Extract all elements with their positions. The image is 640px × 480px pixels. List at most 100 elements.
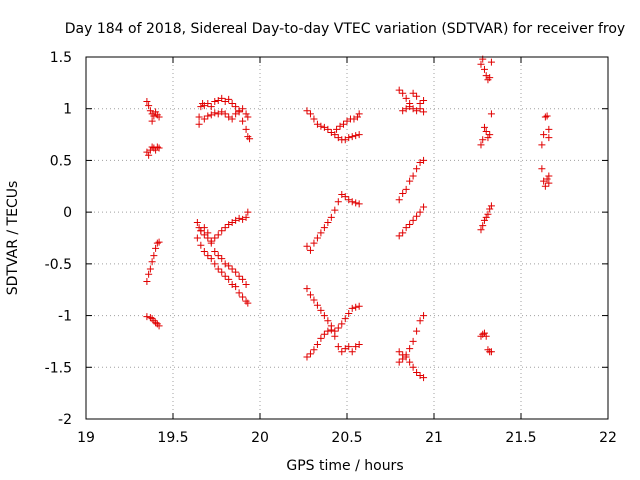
data-point [313,301,321,309]
data-point [420,108,428,116]
data-point [197,241,205,249]
data-point [395,196,403,204]
data-point [306,291,314,299]
data-point [214,265,222,273]
data-point [228,100,236,108]
data-point [235,108,243,116]
data-point [320,312,328,320]
data-point [541,113,549,121]
data-point [211,260,219,268]
data-point [207,255,215,263]
data-point [150,112,158,120]
data-point [402,353,410,361]
data-point [416,317,424,325]
data-point [310,239,318,247]
data-point [317,334,325,342]
data-point [331,131,339,139]
series-arc-21.6-top [538,112,553,149]
data-point [406,221,414,229]
data-point [340,120,348,128]
data-point [334,324,342,332]
data-point [477,60,485,68]
series-arc-19.8-mid2 [193,234,252,307]
data-point [324,218,332,226]
data-point [399,89,407,97]
series-arc-20.9-low [395,312,428,366]
y-tick-label: -1 [58,309,72,325]
data-point [395,86,403,94]
data-point [204,100,212,108]
data-point [228,265,236,273]
data-point [406,177,414,185]
data-point [333,125,341,133]
data-point [146,107,154,115]
data-point [193,234,201,242]
data-point [406,345,414,353]
data-point [545,125,553,133]
data-point [402,94,410,102]
data-point [487,58,495,66]
data-point [413,92,421,100]
data-point [355,302,363,310]
data-point [480,65,488,73]
data-point [324,125,332,133]
series-arc-19.8-mid3 [197,224,250,289]
data-point [221,224,229,232]
series-arc-19.4-a [143,97,163,125]
data-point [355,341,363,349]
data-point [235,214,243,222]
data-point [239,117,247,125]
data-point [420,203,428,211]
data-point [334,198,342,206]
data-point [355,131,363,139]
data-point [409,89,417,97]
data-point [303,242,311,250]
data-point [409,216,417,224]
data-point [204,229,212,237]
data-point [306,110,314,118]
grid-layer [86,57,608,419]
data-point [345,343,353,351]
data-point [420,156,428,164]
data-point [402,185,410,193]
data-point [331,332,339,340]
data-point [545,179,553,187]
data-point [232,268,240,276]
data-point [480,216,488,224]
data-point [306,246,314,254]
tick-layer: 19 19.5 20 20.5 21 21.5 22 -2 -1.5 -1 -0.5 0 0.5 1 1.5 [45,50,617,446]
data-point [479,222,487,230]
series-arc-21.3-low [477,329,495,356]
data-point [197,103,205,111]
data-point [197,227,205,235]
data-point [313,341,321,349]
data-point [211,97,219,105]
x-tick-label: 20.5 [331,430,362,446]
data-point [242,110,250,118]
data-point [341,315,349,323]
data-point [487,110,495,118]
data-point [338,348,346,356]
data-point [218,227,226,235]
data-point [338,320,346,328]
series-arc-21.6-mid [538,165,553,190]
data-point [310,115,318,123]
data-point [348,348,356,356]
data-point [225,262,233,270]
x-tick-label: 21.5 [505,430,536,446]
y-tick-label: 1.5 [50,50,72,66]
data-point [232,283,240,291]
data-point [152,108,160,116]
data-point [331,206,339,214]
data-point [232,103,240,111]
y-tick-label: 0 [63,205,72,221]
data-point [406,103,414,111]
data-point [348,133,356,141]
data-point [420,96,428,104]
series-arc-20.9-low2 [395,348,428,382]
data-point [146,314,154,322]
x-tick-label: 19.5 [157,430,188,446]
data-point [242,281,250,289]
data-marks [143,55,553,382]
